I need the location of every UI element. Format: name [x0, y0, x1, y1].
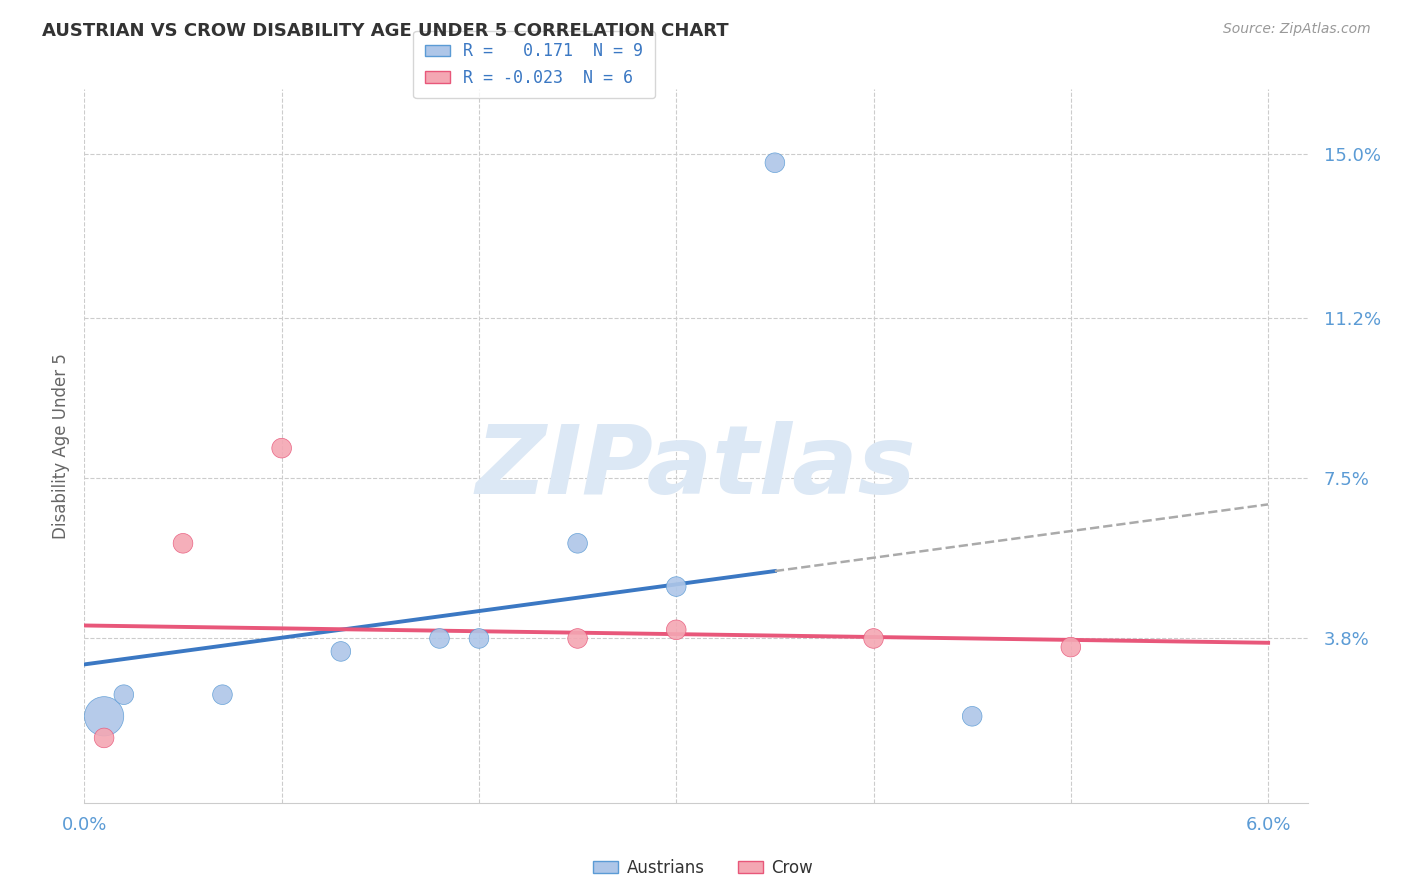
- Legend: Austrians, Crow: Austrians, Crow: [586, 853, 820, 884]
- Point: [862, 632, 884, 646]
- Point: [665, 623, 688, 637]
- Point: [1060, 640, 1083, 654]
- Point: [112, 688, 135, 702]
- Point: [468, 632, 491, 646]
- Point: [665, 580, 688, 594]
- Point: [429, 632, 451, 646]
- Point: [211, 688, 233, 702]
- Text: ZIPatlas: ZIPatlas: [475, 421, 917, 514]
- Point: [93, 731, 115, 745]
- Point: [270, 441, 292, 455]
- Point: [960, 709, 983, 723]
- Text: Source: ZipAtlas.com: Source: ZipAtlas.com: [1223, 22, 1371, 37]
- Point: [567, 536, 589, 550]
- Text: AUSTRIAN VS CROW DISABILITY AGE UNDER 5 CORRELATION CHART: AUSTRIAN VS CROW DISABILITY AGE UNDER 5 …: [42, 22, 728, 40]
- Y-axis label: Disability Age Under 5: Disability Age Under 5: [52, 353, 70, 539]
- Point: [93, 709, 115, 723]
- Point: [329, 644, 352, 658]
- Point: [172, 536, 194, 550]
- Point: [567, 632, 589, 646]
- Point: [763, 155, 786, 169]
